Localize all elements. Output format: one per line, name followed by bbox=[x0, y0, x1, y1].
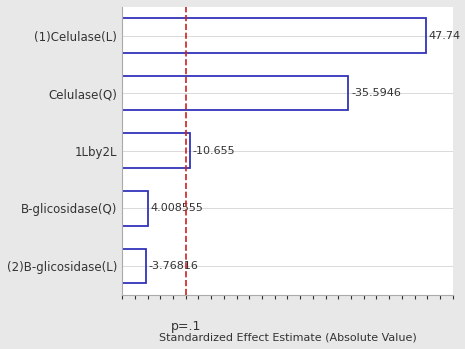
Text: -10.655: -10.655 bbox=[193, 146, 235, 156]
Bar bbox=[122, 18, 425, 53]
X-axis label: Standardized Effect Estimate (Absolute Value): Standardized Effect Estimate (Absolute V… bbox=[159, 332, 416, 342]
Bar bbox=[122, 134, 190, 168]
Text: 47.74: 47.74 bbox=[428, 31, 460, 41]
Bar bbox=[122, 248, 146, 283]
Text: 4.008555: 4.008555 bbox=[150, 203, 203, 213]
Text: -35.5946: -35.5946 bbox=[351, 88, 401, 98]
Text: -3.76816: -3.76816 bbox=[149, 261, 199, 271]
Bar bbox=[122, 191, 148, 225]
Text: p=.1: p=.1 bbox=[171, 320, 201, 333]
Bar bbox=[122, 76, 348, 111]
